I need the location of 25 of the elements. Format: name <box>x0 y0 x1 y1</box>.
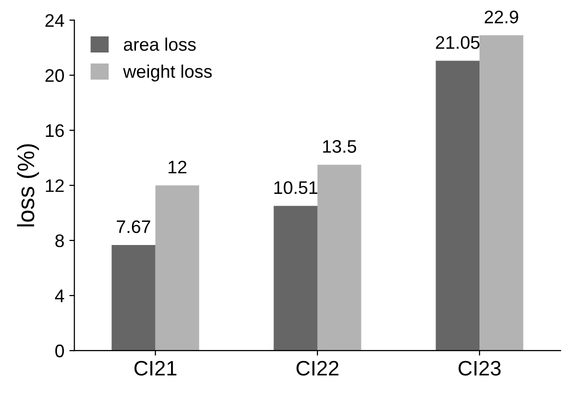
data-label: 7.67 <box>116 220 150 234</box>
y-tick-label: 4 <box>55 290 64 302</box>
bar <box>274 206 318 351</box>
data-label: 10.51 <box>274 181 318 194</box>
bar <box>480 35 524 351</box>
y-tick-label: 20 <box>45 69 64 82</box>
x-tick-label: CI23 <box>458 360 501 376</box>
x-tick-label: CI22 <box>296 360 338 376</box>
y-tick-label: 0 <box>55 344 64 358</box>
x-tick-label: CI21 <box>134 360 176 376</box>
bar <box>436 60 480 351</box>
bar <box>112 245 156 351</box>
bar <box>155 185 200 351</box>
legend-label: area loss <box>124 38 196 51</box>
data-label: 12 <box>168 160 186 174</box>
data-label: 22.9 <box>484 10 518 24</box>
y-tick-label: 12 <box>46 179 64 192</box>
data-label: 13.5 <box>323 140 356 153</box>
y-axis-title: loss (%) <box>16 144 39 226</box>
data-label: 21.05 <box>436 36 480 49</box>
y-tick-label: 24 <box>45 14 64 27</box>
legend-label: weight loss <box>123 64 212 82</box>
bar <box>317 164 362 351</box>
y-tick-label: 16 <box>46 124 64 138</box>
y-tick-label: 8 <box>55 234 64 248</box>
